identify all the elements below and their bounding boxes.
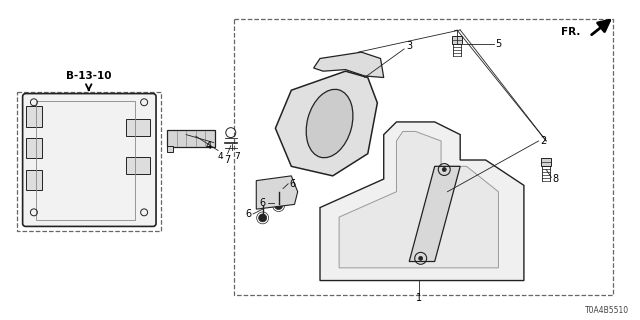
Polygon shape [256,176,298,209]
Text: 1: 1 [416,293,422,303]
Text: 6: 6 [289,179,296,189]
Polygon shape [167,146,173,152]
Circle shape [442,168,446,172]
FancyBboxPatch shape [22,93,156,227]
Text: 6: 6 [260,198,266,208]
Text: 3: 3 [406,41,412,51]
Text: 2: 2 [540,136,546,146]
Ellipse shape [306,89,353,158]
Text: B-13-10: B-13-10 [66,71,111,81]
Circle shape [419,256,422,260]
Circle shape [259,214,267,222]
Text: FR.: FR. [561,27,580,36]
Polygon shape [409,166,460,261]
Polygon shape [314,52,384,77]
Text: 4: 4 [218,152,223,161]
Bar [26,106,42,127]
Polygon shape [167,130,215,147]
Bar [125,157,150,174]
Text: 7: 7 [234,152,240,161]
Bar [26,138,42,158]
Text: 6: 6 [245,209,251,219]
Text: T0A4B5510: T0A4B5510 [585,306,629,315]
Text: 5: 5 [495,39,502,49]
Text: 8: 8 [552,174,559,184]
Bar [26,170,42,190]
Bar [125,119,150,136]
Bar [452,36,462,44]
Text: 4: 4 [205,141,212,151]
Bar [234,19,613,295]
Polygon shape [339,132,499,268]
Text: 7: 7 [225,155,231,165]
Polygon shape [320,122,524,281]
Bar [541,158,551,166]
Bar [36,101,135,220]
Bar [17,92,161,231]
Circle shape [275,202,283,210]
Polygon shape [275,71,378,176]
